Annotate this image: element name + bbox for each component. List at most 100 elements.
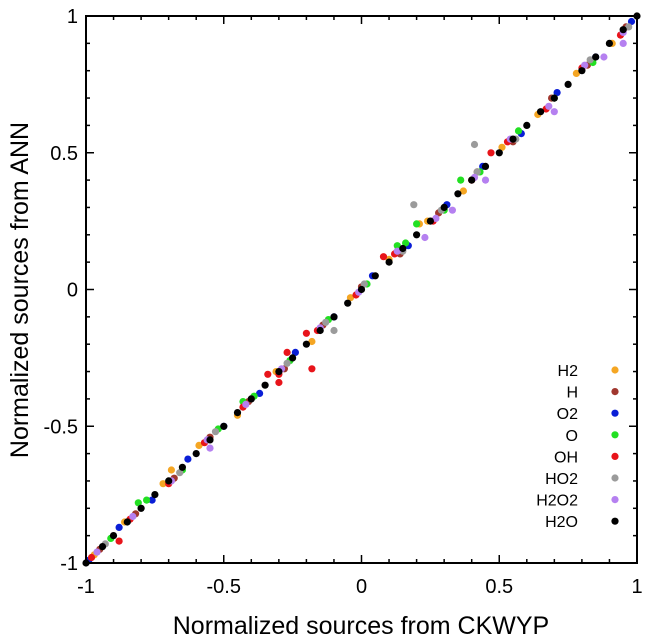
point-oh-20 <box>115 537 123 545</box>
point-h2o-3 <box>123 518 131 526</box>
point-oh-17 <box>308 365 316 373</box>
point-h2-15 <box>167 466 175 474</box>
point-h2o-12 <box>247 395 255 403</box>
x-tick-label-1: -0.5 <box>207 576 241 598</box>
point-h2-3 <box>195 441 203 449</box>
point-ho2-17 <box>330 326 338 335</box>
legend-marker-o <box>611 431 619 439</box>
point-ho2-10 <box>473 168 481 176</box>
point-h2o-2 <box>109 532 118 540</box>
point-o-11 <box>514 127 523 135</box>
x-tick-label-4: 1 <box>631 576 642 598</box>
point-oh-18 <box>275 378 283 387</box>
point-h2o-1 <box>98 543 107 551</box>
point-h2o-29 <box>481 162 490 170</box>
legend-marker-h2o <box>611 517 619 525</box>
legend-label-o2: O2 <box>557 406 578 423</box>
point-h2-7 <box>346 294 355 302</box>
point-h2o-23 <box>399 244 407 253</box>
legend-marker-o2 <box>611 409 619 417</box>
point-h2o-30 <box>495 149 503 157</box>
y-tick-label-4: 1 <box>67 6 78 28</box>
point-oh-15 <box>283 348 291 356</box>
point-h2-2 <box>159 480 167 488</box>
legend-label-o: O <box>566 428 578 445</box>
point-h2o-6 <box>165 477 173 485</box>
x-tick-label-0: -1 <box>77 576 95 598</box>
point-h2o-38 <box>605 39 614 48</box>
y-tick-label-0: -1 <box>60 553 78 575</box>
point-h2o2-1 <box>129 512 137 521</box>
point-o2-2 <box>148 496 156 504</box>
point-h2o-9 <box>206 436 214 444</box>
point-h2o-39 <box>619 26 627 34</box>
point-o-1 <box>143 496 151 504</box>
point-h2-13 <box>572 69 581 77</box>
point-h2o-5 <box>151 491 159 499</box>
point-h2o-8 <box>192 450 200 458</box>
legend-label-h2: H2 <box>558 363 579 380</box>
point-h2o-31 <box>509 135 517 143</box>
point-h2o2-21 <box>619 39 627 48</box>
point-h2o-35 <box>564 80 572 88</box>
legend-label-h2o2: H2O2 <box>536 493 578 510</box>
legend-marker-h <box>611 388 619 396</box>
point-h2o2-8 <box>393 247 401 255</box>
point-ho2-6 <box>322 318 330 326</box>
point-h2o-21 <box>371 272 379 280</box>
point-h2o2-13 <box>581 61 589 69</box>
data-points <box>82 12 641 567</box>
point-ho2-16 <box>470 140 479 149</box>
point-o-16 <box>393 242 401 250</box>
point-h2o2-18 <box>600 53 608 61</box>
point-ho2-15 <box>410 201 418 209</box>
point-h2o-4 <box>137 504 145 512</box>
point-h2o-24 <box>413 231 421 239</box>
point-h2o2-20 <box>206 444 214 452</box>
point-h2o-20 <box>357 285 366 294</box>
point-h2o-26 <box>440 203 448 211</box>
point-h2o-37 <box>592 53 600 61</box>
point-h2o2-4 <box>242 400 250 408</box>
point-h2o-10 <box>220 422 228 430</box>
point-h2o-13 <box>261 381 269 389</box>
legend-label-oh: OH <box>554 449 578 466</box>
point-ho2-7 <box>360 280 368 288</box>
point-h2o-36 <box>578 67 586 75</box>
point-o-8 <box>402 239 410 247</box>
point-h2o-34 <box>550 94 558 102</box>
point-h2o-17 <box>316 326 324 335</box>
point-h2o2-17 <box>550 108 558 116</box>
point-o-18 <box>457 176 465 184</box>
point-h2o2-12 <box>545 102 553 110</box>
legend-label-h2o: H2O <box>545 514 578 531</box>
tick-labels: -1 -0.5 0 0.5 1 -1 -0.5 0 0.5 1 <box>44 6 643 598</box>
point-oh-22 <box>379 253 388 261</box>
point-o-14 <box>134 499 142 507</box>
point-ho2-14 <box>625 23 633 31</box>
point-oh-16 <box>302 329 310 337</box>
point-h2-6 <box>308 337 316 346</box>
point-h2o2-9 <box>432 214 440 222</box>
point-oh-21 <box>487 149 495 157</box>
point-h2o-15 <box>289 354 297 362</box>
y-tick-label-1: -0.5 <box>44 416 78 438</box>
legend-marker-h2o2 <box>611 496 619 504</box>
point-h2-10 <box>459 187 467 195</box>
point-ho2-3 <box>211 428 220 436</box>
point-h2o-16 <box>302 340 310 348</box>
legend-marker-ho2 <box>611 474 619 482</box>
point-ho2-13 <box>586 56 594 64</box>
point-h2o2-16 <box>481 176 490 184</box>
point-h2o-33 <box>537 108 545 116</box>
point-h2o-27 <box>454 190 462 198</box>
point-ho2-2 <box>176 469 184 477</box>
x-axis-title: Normalized sources from CKWYP <box>173 612 549 640</box>
y-tick-label-2: 0 <box>67 280 78 302</box>
point-h2o-14 <box>275 368 283 376</box>
point-h2o-28 <box>468 176 476 184</box>
point-o2-13 <box>553 89 561 97</box>
point-o2-6 <box>291 348 299 356</box>
